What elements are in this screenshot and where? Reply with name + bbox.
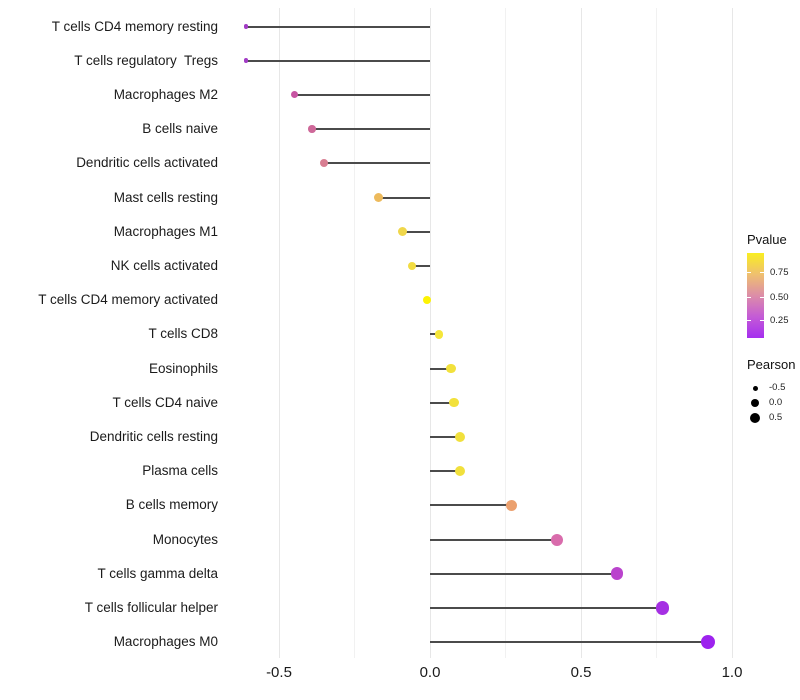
pearson-legend-dot (752, 385, 758, 391)
minor-gridline (354, 8, 355, 658)
y-axis-label: Macrophages M0 (113, 634, 218, 650)
lollipop-dot (422, 295, 432, 305)
major-gridline (731, 8, 733, 658)
y-axis-label: T cells regulatory Tregs (74, 52, 218, 68)
y-axis-label: T cells gamma delta (97, 565, 218, 581)
y-axis-label: B cells memory (125, 497, 218, 513)
pvalue-legend-title: Pvalue (747, 232, 787, 247)
y-axis-label: Dendritic cells activated (76, 155, 218, 171)
y-axis-label: T cells CD4 memory activated (38, 292, 218, 308)
y-axis-label: Eosinophils (148, 360, 218, 376)
minor-gridline (656, 8, 657, 658)
major-gridline (580, 8, 582, 658)
y-axis-label: Macrophages M1 (113, 223, 218, 239)
lollipop-dot (407, 261, 417, 271)
major-gridline (278, 8, 280, 658)
lollipop-stem (430, 538, 557, 541)
major-gridline (429, 8, 431, 658)
lollipop-stem (245, 25, 430, 28)
y-axis-label: Dendritic cells resting (89, 428, 218, 444)
y-axis-label: NK cells activated (110, 257, 218, 273)
colorbar-tick (760, 297, 764, 299)
lollipop-stem (245, 59, 430, 62)
lollipop-stem (430, 504, 512, 507)
lollipop-dot (243, 58, 249, 63)
pearson-legend-label: -0.5 (769, 382, 786, 393)
lollipop-dot (610, 567, 624, 580)
lollipop-dot (434, 330, 444, 339)
y-axis-label: T cells follicular helper (84, 599, 218, 615)
pearson-legend-dot (750, 412, 760, 423)
y-axis-label: T cells CD4 memory resting (51, 18, 218, 34)
lollipop-dot (455, 466, 466, 477)
colorbar-tick (760, 320, 764, 322)
x-axis-tick-label: 0.0 (419, 664, 441, 681)
lollipop-stem (430, 435, 461, 438)
colorbar-tick-label: 0.25 (770, 315, 789, 327)
colorbar-tick (747, 271, 751, 273)
lollipop-dot (449, 397, 459, 408)
pearson-legend-label: 0.0 (769, 396, 783, 408)
lollipop-dot (320, 159, 329, 168)
lollipop-stem (312, 128, 430, 131)
lollipop-stem (324, 162, 430, 165)
lollipop-dot (655, 601, 670, 615)
lollipop-stem (430, 333, 440, 336)
colorbar-tick-label: 0.75 (770, 266, 789, 278)
lollipop-dot (308, 125, 316, 133)
colorbar-tick (747, 320, 751, 322)
lollipop-stem (294, 93, 430, 96)
lollipop-stem (430, 367, 452, 370)
colorbar-tick (760, 271, 764, 273)
colorbar-tick (747, 297, 751, 299)
lollipop-dot (243, 24, 249, 29)
lollipop-dot (550, 533, 563, 546)
pearson-legend-title: Pearson (747, 357, 796, 372)
lollipop-stem (411, 264, 430, 267)
lollipop-dot (700, 634, 716, 650)
minor-gridline (505, 8, 506, 658)
y-axis-label: Monocytes (152, 531, 218, 547)
pearson-legend-dot (751, 398, 759, 407)
x-axis-tick-label: 1.0 (721, 664, 743, 681)
x-axis-tick-label: -0.5 (266, 664, 292, 681)
x-axis-tick-label: 0.5 (570, 664, 592, 681)
lollipop-dot (374, 193, 384, 202)
pvalue-colorbar (747, 253, 764, 338)
lollipop-stem (430, 401, 455, 404)
lollipop-dot (455, 431, 466, 442)
lollipop-stem (430, 572, 618, 575)
pearson-legend-label: 0.5 (769, 411, 783, 423)
y-axis-label: Mast cells resting (113, 189, 218, 205)
y-axis-label: T cells CD8 (148, 326, 218, 342)
colorbar-tick-label: 0.50 (770, 292, 789, 304)
lollipop-stem (430, 641, 708, 644)
lollipop-stem (430, 470, 461, 473)
lollipop-dot (290, 91, 298, 99)
lollipop-dot (398, 227, 408, 237)
lollipop-stem (402, 230, 430, 233)
lollipop-dot (446, 363, 456, 374)
lollipop-dot (506, 499, 518, 511)
y-axis-label: B cells naive (142, 121, 218, 137)
lollipop-stem (430, 606, 663, 609)
y-axis-label: Macrophages M2 (113, 86, 218, 102)
y-axis-label: T cells CD4 naive (112, 394, 218, 410)
lollipop-stem (378, 196, 430, 199)
y-axis-label: Plasma cells (142, 463, 218, 479)
